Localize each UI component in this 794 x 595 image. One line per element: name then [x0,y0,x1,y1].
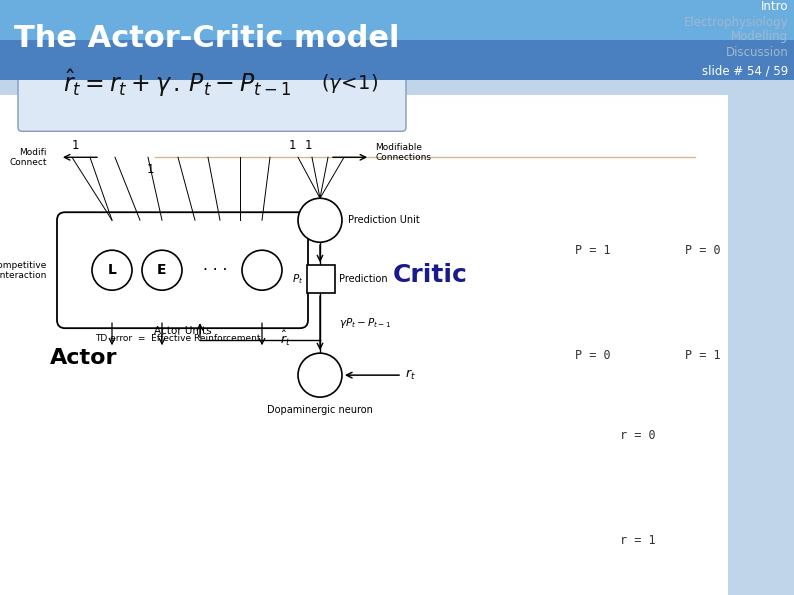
Text: The Actor-Critic model: The Actor-Critic model [14,24,400,53]
Text: Intro: Intro [761,0,788,13]
Text: $\hat{r}_t = r_t + \gamma\,.\,P_t - P_{t-1}$: $\hat{r}_t = r_t + \gamma\,.\,P_t - P_{t… [63,68,291,99]
Text: Competitive
Interaction: Competitive Interaction [0,261,47,280]
Text: P = 0: P = 0 [575,349,611,362]
Text: $P_t$: $P_t$ [291,273,303,286]
Text: $r_t$: $r_t$ [405,368,416,382]
Text: Dopaminergic neuron: Dopaminergic neuron [267,405,373,415]
Circle shape [298,198,342,242]
FancyBboxPatch shape [0,40,794,80]
Text: P = 1: P = 1 [575,244,611,256]
Text: 1: 1 [304,139,312,152]
Circle shape [92,250,132,290]
Text: P = 0: P = 0 [685,244,721,256]
FancyBboxPatch shape [0,0,794,40]
Text: slide # 54 / 59: slide # 54 / 59 [702,64,788,77]
FancyBboxPatch shape [57,212,308,328]
Text: Prediction Unit: Prediction Unit [348,215,420,226]
Text: Actor: Actor [50,348,118,368]
Text: L: L [107,263,117,277]
Text: Modifiable
Connections: Modifiable Connections [375,143,431,162]
Circle shape [242,250,282,290]
Bar [0,80,728,95]
Text: r = 0: r = 0 [620,428,656,441]
Text: $\gamma P_t - P_{t-1}$: $\gamma P_t - P_{t-1}$ [339,316,391,330]
FancyBboxPatch shape [18,41,406,131]
Bar [728,80,794,595]
Text: r = 1: r = 1 [620,534,656,547]
Text: 1: 1 [146,163,154,176]
Text: $\hat{r}_t$: $\hat{r}_t$ [280,328,291,347]
Text: Modelling: Modelling [731,30,788,43]
Text: 1: 1 [71,139,79,152]
Text: Critic: Critic [392,263,468,287]
Text: · · ·: · · · [202,263,227,278]
Text: Prediction: Prediction [339,274,387,284]
Text: P = 1: P = 1 [685,349,721,362]
Text: $(\gamma\!<\!1)$: $(\gamma\!<\!1)$ [322,72,379,95]
Text: Electrophysiology: Electrophysiology [684,16,788,29]
Text: Discussion: Discussion [726,46,788,59]
Circle shape [142,250,182,290]
Text: Actor Units: Actor Units [154,326,211,336]
Text: 1: 1 [288,139,295,152]
Text: Modifi
Connect: Modifi Connect [10,148,47,167]
Text: TD error  =  Effective Reinforcement: TD error = Effective Reinforcement [95,334,260,343]
Circle shape [298,353,342,397]
Bar [307,265,335,293]
Text: E: E [157,263,167,277]
